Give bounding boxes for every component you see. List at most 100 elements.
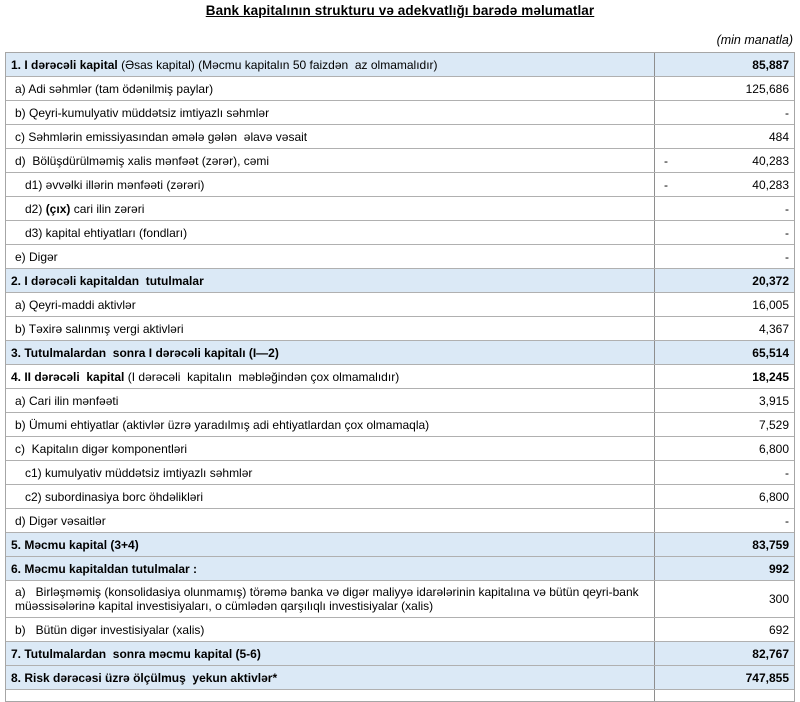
row-label: b) Bütün digər investisiyalar (xalis) [6,618,654,641]
row-value: 4,367 [654,317,794,340]
row-value: 692 [654,618,794,641]
table-row: b) Qeyri-kumulyativ müddətsiz imtiyazlı … [6,101,794,125]
table-row: 5. Məcmu kapital (3+4) 83,759 [6,533,794,557]
row-label: a) Adi səhmlər (tam ödənilmiş paylar) [6,77,654,100]
minus-sign: - [664,153,668,168]
row-label [6,690,654,701]
row-label-bold-text: 3. Tutulmalardan sonra I dərəcəli kapita… [11,345,279,360]
table-row: b) Ümumi ehtiyatlar (aktivlər üzrə yarad… [6,413,794,437]
row-value: 18,245 [654,365,794,388]
table-row: d) Bölüşdürülməmiş xalis mənfəət (zərər)… [6,149,794,173]
value-text: 16,005 [752,297,789,312]
table-row: e) Digər - [6,245,794,269]
row-label: b) Qeyri-kumulyativ müddətsiz imtiyazlı … [6,101,654,124]
value-text: - [785,201,789,216]
row-value: 16,005 [654,293,794,316]
value-text: 747,855 [745,670,789,685]
row-label-bold-text: 1. I dərəcəli kapital [11,57,118,72]
row-label-text: a) Cari ilin mənfəəti [15,393,119,408]
value-text: 692 [768,622,789,637]
row-label-text: c2) subordinasiya borc öhdəlikləri [25,489,204,504]
row-value: 85,887 [654,53,794,76]
row-value: 65,514 [654,341,794,364]
table-row: a) Qeyri-maddi aktivlər 16,005 [6,293,794,317]
row-label: d1) əvvəlki illərin mənfəəti (zərəri) [6,173,654,196]
table-row: d) Digər vəsaitlər - [6,509,794,533]
row-label-text: a) Qeyri-maddi aktivlər [15,297,136,312]
table-row: 6. Məcmu kapitaldan tutulmalar : 992 [6,557,794,581]
row-label-text: d) Bölüşdürülməmiş xalis mənfəət (zərər)… [15,153,270,168]
row-label: 1. I dərəcəli kapital (Əsas kapital) (Mə… [6,53,654,76]
row-label-bold-text: 5. Məcmu kapital (3+4) [11,537,139,552]
table-row: 3. Tutulmalardan sonra I dərəcəli kapita… [6,341,794,365]
table-row: c) Səhmlərin emissiyasından əmələ gələn … [6,125,794,149]
row-label-text: b) Qeyri-kumulyativ müddətsiz imtiyazlı … [15,105,270,120]
row-label-bold-text: 2. I dərəcəli kapitaldan tutulmalar [11,273,204,288]
row-label: b) Təxirə salınmış vergi aktivləri [6,317,654,340]
value-text: 125,686 [745,81,789,96]
table-row: c) Kapitalın digər komponentləri 6,800 [6,437,794,461]
row-label-bold-text: 8. Risk dərəcəsi üzrə ölçülmuş yekun akt… [11,670,278,685]
table-row: a) Birləşməmiş (konsolidasiya olunmamış)… [6,581,794,618]
table-row: c2) subordinasiya borc öhdəlikləri 6,800 [6,485,794,509]
row-label-text: c) Kapitalın digər komponentləri [15,441,188,456]
table-row: a) Adi səhmlər (tam ödənilmiş paylar) 12… [6,77,794,101]
minus-sign: - [664,177,668,192]
value-text: 20,372 [752,273,789,288]
value-text: 65,514 [752,345,789,360]
table-row: a) Cari ilin mənfəəti 3,915 [6,389,794,413]
row-value: 484 [654,125,794,148]
table-row: 7. Tutulmalardan sonra məcmu kapital (5-… [6,642,794,666]
row-label-bold-text: (çıx) [45,201,71,216]
row-label-text: a) Birləşməmiş (konsolidasiya olunmamış)… [15,585,642,613]
row-value: - 40,283 [654,173,794,196]
value-text: - [785,105,789,120]
row-value: 83,759 [654,533,794,556]
row-label: 4. II dərəcəli kapital (I dərəcəli kapit… [6,365,654,388]
table-row: d1) əvvəlki illərin mənfəəti (zərəri) - … [6,173,794,197]
row-label-text: d2) [25,201,46,216]
row-value: - [654,509,794,532]
value-text: 300 [768,592,789,606]
row-label: 5. Məcmu kapital (3+4) [6,533,654,556]
table-row: b) Bütün digər investisiyalar (xalis) 69… [6,618,794,642]
row-label: e) Digər [6,245,654,268]
row-label: d) Digər vəsaitlər [6,509,654,532]
row-label: d) Bölüşdürülməmiş xalis mənfəət (zərər)… [6,149,654,172]
row-label-text: a) Adi səhmlər (tam ödənilmiş paylar) [15,81,214,96]
table-row-partial [6,690,794,701]
row-value: - [654,197,794,220]
table-row: 1. I dərəcəli kapital (Əsas kapital) (Mə… [6,53,794,77]
value-text: 6,800 [758,489,789,504]
row-value: - [654,461,794,484]
value-text: - [785,513,789,528]
row-label: 8. Risk dərəcəsi üzrə ölçülmuş yekun akt… [6,666,654,689]
value-text: 484 [768,129,789,144]
row-label-text: e) Digər [15,249,58,264]
row-value: 125,686 [654,77,794,100]
row-value: 6,800 [654,485,794,508]
row-value: - [654,245,794,268]
unit-note: (min manatla) [716,33,793,47]
row-label: d2) (çıx) cari ilin zərəri [6,197,654,220]
value-text: 6,800 [758,441,789,456]
table-row: 4. II dərəcəli kapital (I dərəcəli kapit… [6,365,794,389]
row-value: 300 [654,581,794,617]
value-text: - [785,465,789,480]
row-label-text: d) Digər vəsaitlər [15,513,106,528]
row-value: 7,529 [654,413,794,436]
row-value: 3,915 [654,389,794,412]
row-label-bold-text: 4. II dərəcəli kapital [11,369,125,384]
row-label: c) Səhmlərin emissiyasından əmələ gələn … [6,125,654,148]
row-label: a) Birləşməmiş (konsolidasiya olunmamış)… [6,581,654,617]
row-label-text: c) Səhmlərin emissiyasından əmələ gələn … [15,129,308,144]
value-text: 85,887 [752,57,789,72]
row-value: 82,767 [654,642,794,665]
value-text: 40,283 [752,177,789,192]
row-value: - 40,283 [654,149,794,172]
row-value: 6,800 [654,437,794,460]
row-label: c1) kumulyativ müddətsiz imtiyazlı səhml… [6,461,654,484]
row-label: a) Cari ilin mənfəəti [6,389,654,412]
row-label-text: b) Bütün digər investisiyalar (xalis) [15,622,205,637]
row-label-text: b) Təxirə salınmış vergi aktivləri [15,321,184,336]
